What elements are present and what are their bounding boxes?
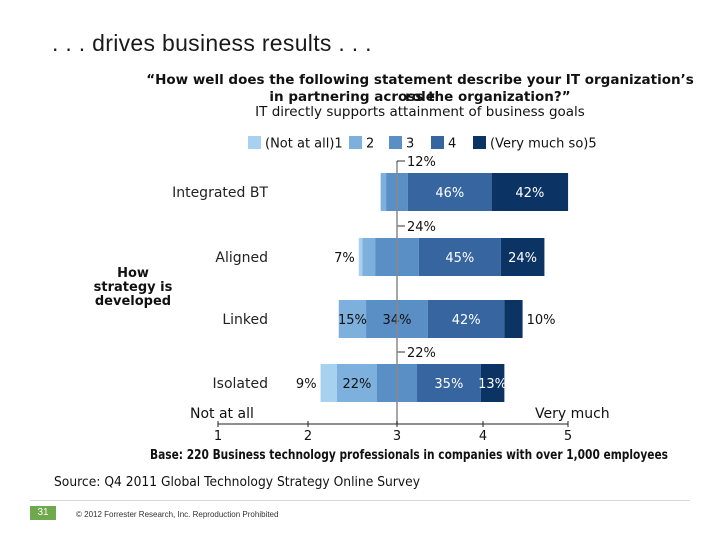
legend-label-1: (Not at all)1 — [265, 137, 343, 152]
x-tick-label-4: 4 — [479, 429, 487, 444]
copyright-notice: © 2012 Forrester Research, Inc. Reproduc… — [76, 510, 279, 519]
data-label-2-4: 24% — [508, 251, 537, 266]
legend-label-2: 2 — [366, 137, 374, 152]
side-label-line-3: developed — [95, 294, 171, 309]
side-label-line-1: How — [117, 266, 149, 281]
category-label-3: Linked — [222, 312, 268, 328]
bar-segment-1-4 — [407, 173, 492, 211]
data-label-4-3: 22% — [407, 346, 436, 361]
data-label-1-1: 12% — [407, 155, 436, 170]
bar-segment-4-2 — [336, 364, 377, 402]
bar-segment-4-1 — [320, 364, 337, 402]
category-label-4: Isolated — [213, 376, 268, 392]
bar-segment-2-1 — [358, 238, 363, 276]
axis-right-label: Very much — [535, 406, 610, 422]
x-tick-label-3: 3 — [393, 429, 401, 444]
data-label-2-1: 7% — [334, 251, 355, 266]
data-label-2-2: 24% — [407, 220, 436, 235]
data-label-2-3: 45% — [445, 251, 474, 266]
x-tick-label-1: 1 — [214, 429, 222, 444]
question-statement: IT directly supports attainment of busin… — [255, 104, 585, 120]
category-label-2: Aligned — [215, 250, 268, 266]
question-line-1: “How well does the following statement d… — [146, 72, 694, 105]
legend-swatch-1 — [248, 136, 261, 149]
side-label-line-2: strategy is — [94, 280, 173, 295]
bar-segment-3-2 — [338, 300, 367, 338]
legend-swatch-3 — [389, 136, 402, 149]
bar-segment-2-2 — [362, 238, 376, 276]
data-label-4-2: 22% — [343, 377, 372, 392]
bar-segment-3-4 — [427, 300, 505, 338]
axis-left-label: Not at all — [190, 406, 254, 422]
legend-swatch-2 — [349, 136, 362, 149]
x-tick-label-5: 5 — [564, 429, 572, 444]
x-tick-label-2: 2 — [304, 429, 312, 444]
footer-divider — [30, 500, 690, 501]
base-note: Base: 220 Business technology profession… — [150, 448, 668, 463]
data-label-1-3: 42% — [515, 186, 544, 201]
bar-segment-3-5 — [504, 300, 523, 338]
data-label-3-4: 10% — [527, 313, 556, 328]
source-note: Source: Q4 2011 Global Technology Strate… — [54, 474, 420, 490]
data-label-4-4: 35% — [434, 377, 463, 392]
slide-number: 31 — [30, 506, 56, 520]
data-label-3-1: 15% — [338, 313, 367, 328]
data-label-4-1: 9% — [296, 377, 317, 392]
legend-label-3: 3 — [406, 137, 414, 152]
bar-segment-2-5 — [500, 238, 545, 276]
bar-segment-4-4 — [417, 364, 481, 402]
legend-swatch-5 — [473, 136, 486, 149]
legend-label-5: (Very much so)5 — [490, 137, 597, 152]
bar-segment-4-5 — [480, 364, 505, 402]
legend-label-4: 4 — [448, 137, 456, 152]
diverging-bar-chart: (Not at all)1 2 3 4 (Very much so)5 Integrate… — [54, 136, 668, 490]
bar-segment-2-4 — [418, 238, 501, 276]
category-label-1: Integrated BT — [172, 185, 268, 201]
data-label-1-2: 46% — [435, 186, 464, 201]
data-label-3-3: 42% — [452, 313, 481, 328]
bar-segment-1-5 — [491, 173, 569, 211]
question-line-2: in partnering across the organization?” — [269, 89, 571, 105]
bar-segment-1-2 — [380, 173, 387, 211]
data-label-4-5: 13% — [478, 377, 507, 392]
legend-swatch-4 — [431, 136, 444, 149]
slide-title: . . . drives business results . . . — [52, 30, 372, 56]
